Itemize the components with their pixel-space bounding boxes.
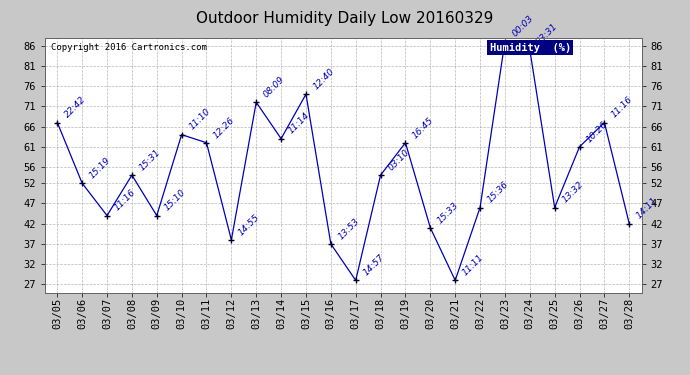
Text: 11:14: 11:14 [286,111,311,136]
Text: 13:53: 13:53 [337,216,361,241]
Text: 10:26: 10:26 [585,119,610,144]
Text: 15:31: 15:31 [137,148,162,172]
Text: Copyright 2016 Cartronics.com: Copyright 2016 Cartronics.com [51,43,207,52]
Text: 16:45: 16:45 [411,115,436,140]
Text: 15:19: 15:19 [88,156,112,180]
Text: 14:57: 14:57 [362,253,386,278]
Text: 15:36: 15:36 [486,180,511,205]
Text: 15:10: 15:10 [162,188,187,213]
Text: 23:31: 23:31 [535,22,560,47]
Text: 14:11: 14:11 [635,196,660,221]
Text: 22:42: 22:42 [63,95,88,120]
Text: 11:10: 11:10 [187,107,212,132]
Text: 12:26: 12:26 [212,115,237,140]
Text: 14:55: 14:55 [237,212,262,237]
Text: 15:33: 15:33 [436,200,461,225]
Text: 12:40: 12:40 [311,67,336,92]
Text: 03:10: 03:10 [386,148,411,172]
Text: 11:16: 11:16 [610,95,635,120]
Text: Humidity  (%): Humidity (%) [489,43,571,52]
Text: 13:32: 13:32 [560,180,585,205]
Text: 08:09: 08:09 [262,75,286,99]
Text: Outdoor Humidity Daily Low 20160329: Outdoor Humidity Daily Low 20160329 [197,11,493,26]
Text: 00:03: 00:03 [511,14,535,39]
Text: 11:11: 11:11 [461,253,486,278]
Text: 11:16: 11:16 [112,188,137,213]
